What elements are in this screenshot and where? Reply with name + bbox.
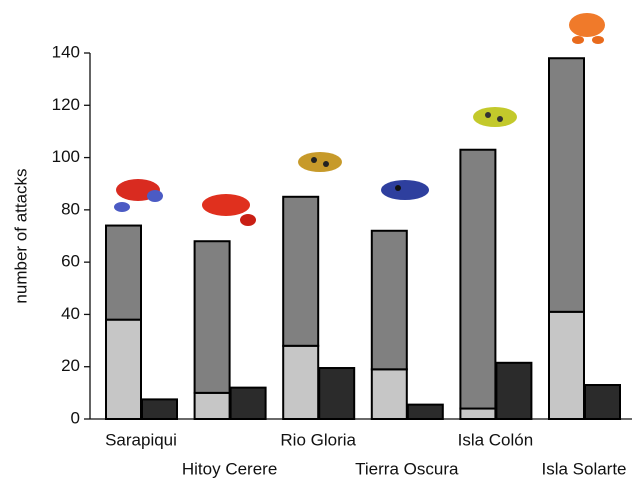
- bar: [282, 195, 320, 347]
- y-tick-label: 60: [61, 252, 80, 271]
- y-tick-label: 40: [61, 304, 80, 323]
- bar: [318, 367, 356, 420]
- bar: [229, 386, 267, 420]
- y-tick-label: 20: [61, 356, 80, 375]
- x-tick-label: Hitoy Cerere: [182, 459, 277, 478]
- bar: [193, 391, 231, 421]
- bar: [406, 403, 444, 421]
- bar: [370, 368, 408, 421]
- x-tick-label: Isla Solarte: [541, 459, 626, 478]
- y-tick-label: 100: [52, 147, 80, 166]
- bar: [459, 407, 497, 420]
- bar: [105, 224, 142, 321]
- bar: [459, 148, 497, 410]
- bar: [584, 384, 621, 420]
- frog-icons: [114, 13, 605, 226]
- y-axis-label: number of attacks: [11, 168, 30, 303]
- bar: [495, 361, 533, 420]
- y-tick-label: 140: [52, 42, 80, 61]
- bar: [548, 57, 585, 313]
- x-tick-label: Tierra Oscura: [355, 459, 459, 478]
- bar: [370, 229, 408, 371]
- y-tick-label: 80: [61, 199, 80, 218]
- y-tick-label: 120: [52, 95, 80, 114]
- y-tick-label: 0: [71, 408, 80, 427]
- bar: [105, 318, 142, 420]
- x-tick-label: Rio Gloria: [280, 430, 356, 449]
- bar: [193, 240, 231, 394]
- bar: [548, 310, 585, 421]
- x-tick-label: Isla Colón: [458, 430, 534, 449]
- x-tick-label: Sarapiqui: [105, 430, 177, 449]
- bar: [282, 344, 320, 420]
- bar: [141, 398, 178, 420]
